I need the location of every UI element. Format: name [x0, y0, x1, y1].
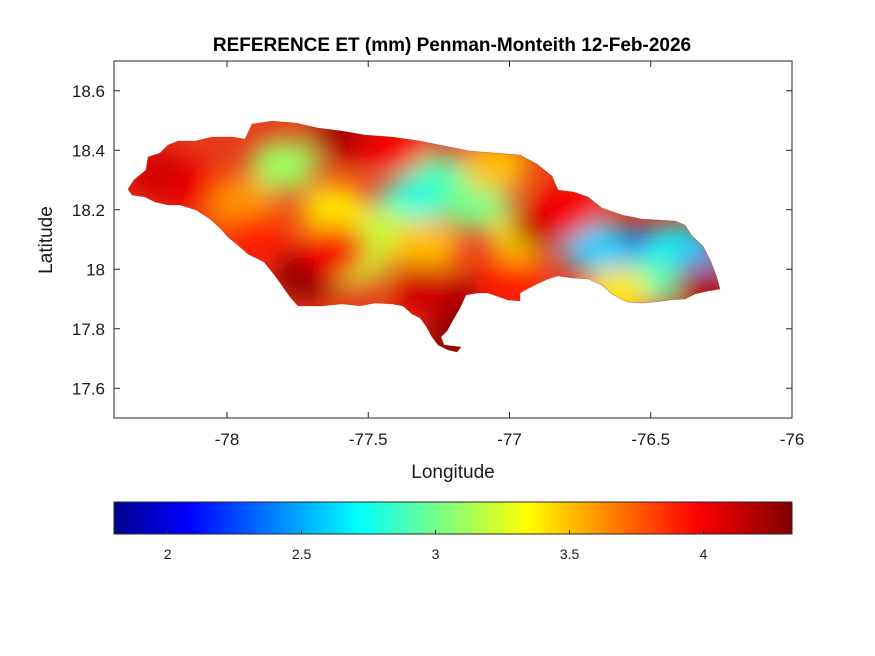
y-tick-label: 18.6	[72, 82, 105, 101]
y-tick-label: 17.6	[72, 379, 105, 398]
colorbar	[113, 501, 793, 535]
et-hotspot-19	[300, 225, 369, 278]
y-tick-label: 18.2	[72, 201, 105, 220]
y-axis: 17.6 17.8 18 18.2 18.4 18.6	[72, 82, 792, 398]
et-hotspot-17	[390, 219, 459, 272]
colorbar-ticks: 2 2.5 3 3.5 4	[164, 530, 708, 562]
x-axis-label: Longitude	[411, 462, 494, 483]
x-tick-label: -77.5	[349, 430, 388, 449]
y-axis-label: Latitude	[36, 206, 57, 274]
x-tick-label: -78	[215, 430, 240, 449]
et-hotspot-12	[249, 139, 318, 192]
et-field	[128, 121, 720, 352]
colorbar-tick-label: 2.5	[292, 546, 312, 562]
colorbar-tick-label: 3.5	[560, 546, 580, 562]
y-tick-label: 18.4	[72, 141, 105, 160]
x-tick-label: -76	[780, 430, 805, 449]
et-hotspot-13	[300, 183, 369, 236]
y-tick-label: 17.8	[72, 320, 105, 339]
et-hotspots	[128, 121, 720, 352]
colorbar-tick-label: 3	[432, 546, 440, 562]
et-hotspot-21	[390, 264, 459, 317]
y-tick-label: 18	[86, 260, 105, 279]
colorbar-tick-label: 2	[164, 546, 172, 562]
x-axis: -78 -77.5 -77 -76.5 -76	[215, 61, 805, 449]
colorbar-tick-label: 4	[700, 546, 708, 562]
x-tick-label: -77	[497, 430, 522, 449]
x-tick-label: -76.5	[631, 430, 670, 449]
figure-title: REFERENCE ET (mm) Penman-Monteith 12-Feb…	[213, 35, 691, 56]
et-hotspot-25	[532, 183, 600, 236]
